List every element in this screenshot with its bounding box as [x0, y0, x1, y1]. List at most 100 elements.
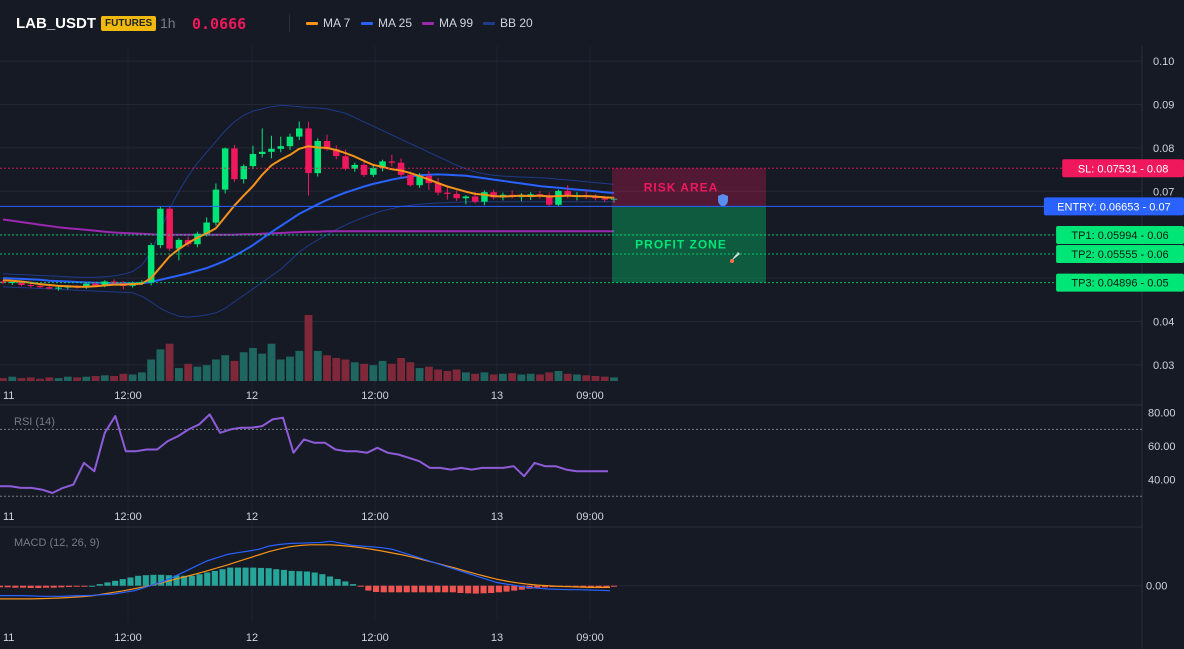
- volume-bar: [554, 371, 563, 381]
- candle-body: [416, 175, 423, 186]
- volume-bar: [63, 376, 72, 381]
- macd-histogram-bar: [342, 581, 349, 586]
- macd-histogram-bar: [12, 585, 19, 588]
- chart-header: LAB_USDT FUTURES 1h 0.0666 MA 7 MA 25 MA…: [0, 0, 1184, 46]
- volume-bar: [443, 371, 452, 381]
- legend-swatch: [483, 21, 495, 25]
- volume-bar: [230, 360, 239, 381]
- macd-histogram-bar: [66, 585, 73, 587]
- volume-bar: [110, 376, 118, 381]
- volume-bar: [276, 359, 285, 381]
- macd-histogram-bar: [234, 567, 241, 586]
- legend-ma25[interactable]: MA 25: [361, 16, 412, 30]
- candle-body: [27, 285, 34, 286]
- legend-swatch: [422, 21, 434, 25]
- rocket-flame: [730, 259, 734, 263]
- legend-ma99[interactable]: MA 99: [422, 16, 473, 30]
- volume-bar: [545, 372, 554, 381]
- candle-body: [564, 190, 571, 197]
- candle-body: [166, 208, 173, 249]
- x-tick-label: 12:00: [361, 632, 389, 644]
- legend-label: MA 99: [439, 16, 474, 30]
- macd-histogram-bar: [58, 585, 65, 588]
- macd-histogram-bar: [280, 569, 287, 586]
- shield-icon: [718, 194, 728, 207]
- candle-body: [268, 148, 275, 152]
- macd-histogram-bar: [595, 585, 602, 588]
- volume-bar: [156, 349, 165, 381]
- macd-histogram-bar: [380, 585, 387, 593]
- candle-body: [462, 196, 470, 199]
- timeframe-label[interactable]: 1h: [160, 15, 176, 31]
- candle-body: [305, 128, 312, 174]
- candle-body: [277, 146, 284, 149]
- legend-bb20[interactable]: BB 20: [483, 16, 533, 30]
- macd-histogram-bar: [319, 574, 326, 586]
- entry-tag-text: ENTRY: 0.06653 - 0.07: [1057, 201, 1171, 213]
- macd-histogram-bar: [503, 585, 510, 592]
- macd-histogram-bar: [442, 585, 449, 593]
- volume-bar: [202, 365, 211, 381]
- legend-ma7[interactable]: MA 7: [306, 16, 350, 30]
- risk-area-zone: RISK AREA: [612, 168, 766, 207]
- x-tick-label: 13: [491, 632, 503, 644]
- macd-histogram-bar: [127, 577, 134, 586]
- macd-histogram-bar: [158, 574, 165, 586]
- macd-histogram-bar: [104, 582, 111, 586]
- candle-body: [471, 196, 479, 202]
- x-tick-label: 11: [3, 632, 14, 644]
- rsi-y-tick-label: 80.00: [1148, 408, 1176, 420]
- volume-bar: [128, 374, 137, 381]
- macd-histogram-bar: [288, 570, 295, 586]
- macd-histogram-bar: [587, 585, 594, 588]
- macd-histogram-bar: [96, 584, 103, 586]
- volume-bar: [563, 373, 572, 381]
- zone-box: [612, 206, 766, 283]
- macd-histogram-bar: [142, 575, 149, 586]
- volume-bar: [489, 374, 498, 381]
- macd-histogram-bar: [518, 585, 525, 590]
- candle-body: [555, 190, 562, 205]
- legend-swatch: [361, 21, 373, 25]
- macd-histogram-bar: [265, 568, 272, 586]
- candle-body: [610, 198, 618, 200]
- macd-histogram-bar: [35, 585, 42, 588]
- macd-histogram-bar: [257, 567, 264, 586]
- macd-histogram-bar: [610, 585, 617, 587]
- volume-bar: [425, 366, 433, 381]
- ma7-line: [2, 145, 615, 288]
- macd-histogram-bar: [457, 585, 464, 593]
- macd-histogram-bar: [426, 585, 433, 593]
- x-tick-label: 12:00: [361, 511, 389, 523]
- macd-histogram-bar: [0, 585, 3, 588]
- tp1-tag-text: TP1: 0.05994 - 0.06: [1071, 230, 1168, 242]
- volume-bar: [36, 378, 44, 381]
- entry-tag: [1043, 197, 1184, 216]
- x-tick-label: 09:00: [576, 390, 604, 402]
- volume-bar: [508, 373, 517, 381]
- candle-body: [314, 141, 321, 174]
- candle-body: [407, 174, 414, 186]
- candle-body: [110, 281, 118, 284]
- header-divider: [289, 14, 290, 32]
- legend-swatch: [306, 21, 318, 25]
- tp3-tag: [1056, 273, 1184, 292]
- macd-histogram-bar: [211, 570, 218, 586]
- candle-body: [46, 287, 53, 289]
- candle-body: [101, 281, 109, 286]
- y-tick-label: 0.04: [1153, 316, 1174, 328]
- macd-histogram-bar: [303, 571, 310, 586]
- macd-histogram-bar: [27, 585, 34, 588]
- volume-bar: [212, 359, 220, 381]
- volume-bar: [499, 373, 507, 381]
- tp3-tag-text: TP3: 0.04896 - 0.05: [1071, 278, 1168, 290]
- volume-bar: [517, 374, 526, 381]
- y-tick-label: 0.03: [1153, 360, 1174, 372]
- macd-histogram-bar: [419, 585, 426, 593]
- volume-bar: [26, 377, 35, 381]
- candle-body: [259, 151, 266, 154]
- volume-bar: [147, 359, 155, 381]
- symbol-title: LAB_USDT: [16, 15, 97, 32]
- candle-body: [333, 149, 340, 157]
